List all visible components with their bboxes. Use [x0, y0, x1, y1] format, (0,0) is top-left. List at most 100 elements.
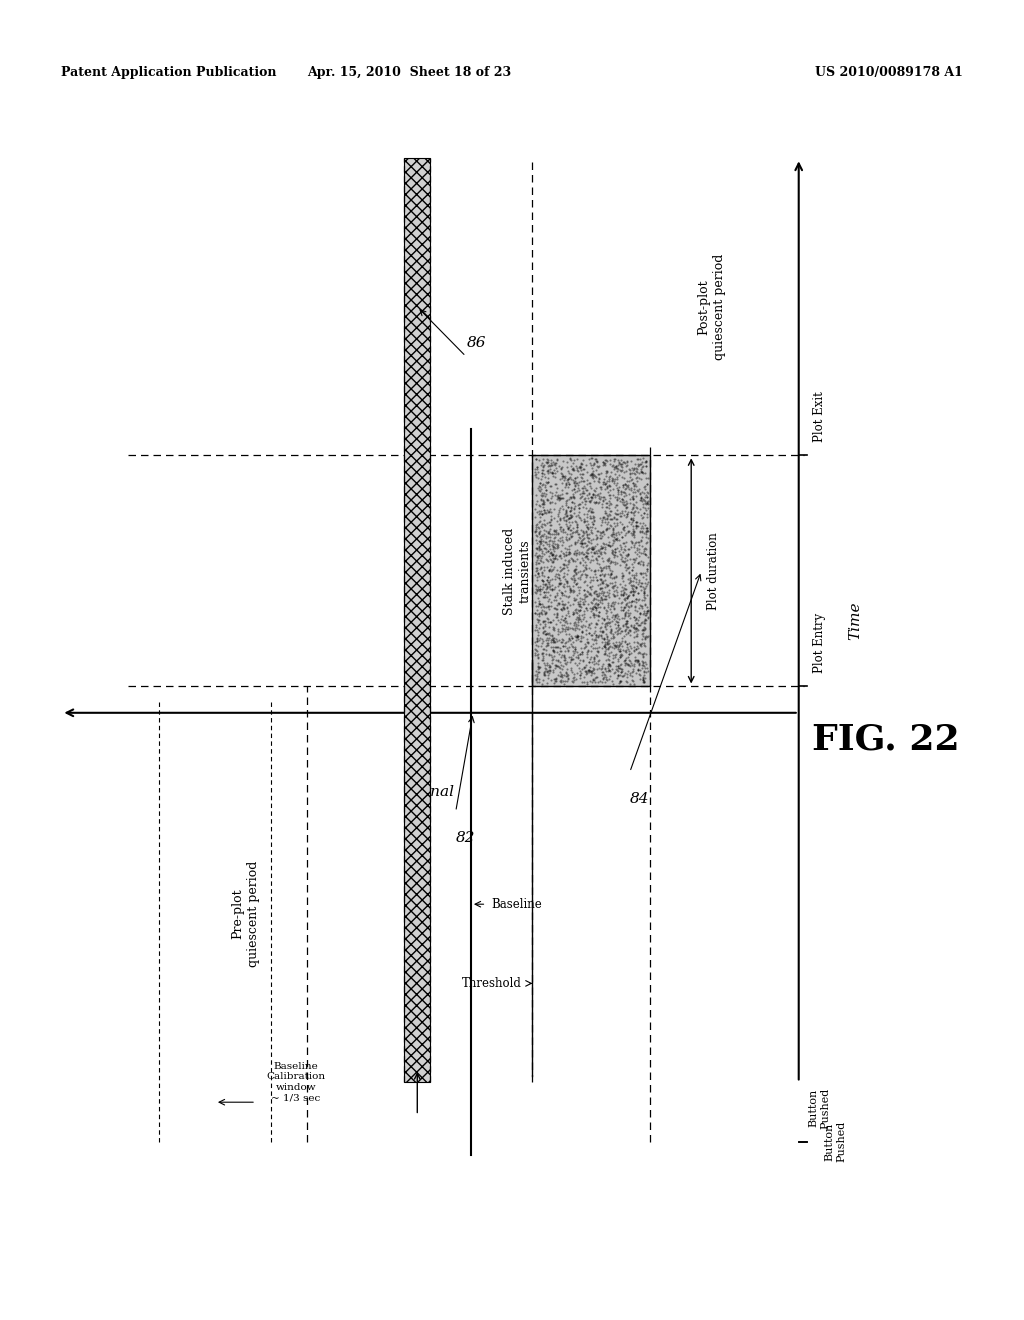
Point — [628, 612, 644, 634]
Point — [555, 532, 571, 553]
Point — [555, 520, 571, 541]
Point — [545, 462, 561, 483]
Point — [592, 618, 608, 639]
Point — [638, 610, 654, 631]
Point — [607, 486, 624, 507]
Point — [564, 576, 581, 597]
Point — [600, 527, 616, 548]
Point — [613, 450, 630, 471]
Point — [528, 579, 545, 601]
Point — [548, 544, 564, 565]
Point — [598, 668, 614, 689]
Point — [579, 672, 595, 693]
Point — [590, 457, 606, 478]
Point — [600, 586, 616, 607]
Point — [527, 576, 544, 597]
Point — [584, 463, 600, 484]
Point — [595, 455, 611, 477]
Point — [565, 603, 582, 624]
Point — [564, 640, 581, 661]
Point — [594, 560, 610, 581]
Point — [600, 556, 616, 577]
Point — [622, 619, 638, 640]
Point — [537, 499, 553, 520]
Point — [595, 451, 611, 473]
Point — [557, 653, 573, 675]
Point — [598, 465, 614, 486]
Point — [608, 508, 625, 529]
Point — [590, 651, 606, 672]
Point — [585, 537, 601, 558]
Point — [569, 626, 586, 647]
Point — [631, 539, 647, 560]
Point — [586, 454, 602, 475]
Point — [559, 576, 575, 597]
Point — [639, 492, 655, 513]
Point — [578, 663, 594, 684]
Point — [581, 614, 597, 635]
Text: Baseline
Calibration
window
~ 1/3 sec: Baseline Calibration window ~ 1/3 sec — [266, 1063, 326, 1102]
Point — [529, 546, 546, 568]
Point — [623, 470, 639, 491]
Point — [598, 614, 614, 635]
Point — [625, 473, 641, 494]
Point — [564, 550, 581, 572]
Point — [621, 644, 637, 665]
Point — [636, 586, 652, 607]
Point — [535, 455, 551, 477]
Point — [559, 496, 575, 517]
Point — [573, 470, 590, 491]
Point — [572, 459, 589, 480]
Point — [535, 669, 551, 690]
Point — [548, 655, 564, 676]
Point — [622, 656, 638, 677]
Point — [603, 594, 620, 615]
Point — [614, 599, 631, 620]
Point — [584, 628, 600, 649]
Point — [609, 623, 626, 644]
Point — [570, 606, 587, 627]
Point — [586, 479, 602, 500]
Point — [569, 513, 586, 535]
Point — [558, 570, 574, 591]
Point — [579, 632, 595, 653]
Point — [596, 636, 612, 657]
Point — [553, 614, 569, 635]
Point — [605, 591, 622, 612]
Point — [597, 450, 613, 471]
Point — [596, 640, 612, 661]
Point — [590, 595, 606, 616]
Point — [543, 630, 559, 651]
Point — [588, 528, 604, 549]
Point — [545, 610, 561, 631]
Point — [612, 645, 629, 667]
Point — [614, 513, 631, 535]
Point — [543, 491, 559, 512]
Point — [527, 560, 544, 581]
Point — [544, 550, 560, 572]
Point — [638, 602, 654, 623]
Point — [628, 457, 644, 478]
Point — [544, 483, 560, 504]
Point — [609, 648, 626, 669]
Point — [567, 611, 584, 632]
Point — [625, 655, 641, 676]
Point — [602, 665, 618, 686]
Point — [609, 479, 626, 500]
Point — [547, 568, 563, 589]
Point — [636, 523, 652, 544]
Point — [567, 455, 584, 477]
Point — [581, 659, 597, 680]
Point — [632, 603, 648, 624]
Point — [583, 487, 599, 508]
Point — [555, 597, 571, 618]
Point — [606, 496, 623, 517]
Point — [574, 458, 591, 479]
Point — [568, 573, 585, 594]
Point — [631, 478, 647, 499]
Point — [601, 656, 617, 677]
Point — [633, 576, 649, 597]
Point — [562, 659, 579, 680]
Point — [603, 619, 620, 640]
Point — [582, 583, 598, 605]
